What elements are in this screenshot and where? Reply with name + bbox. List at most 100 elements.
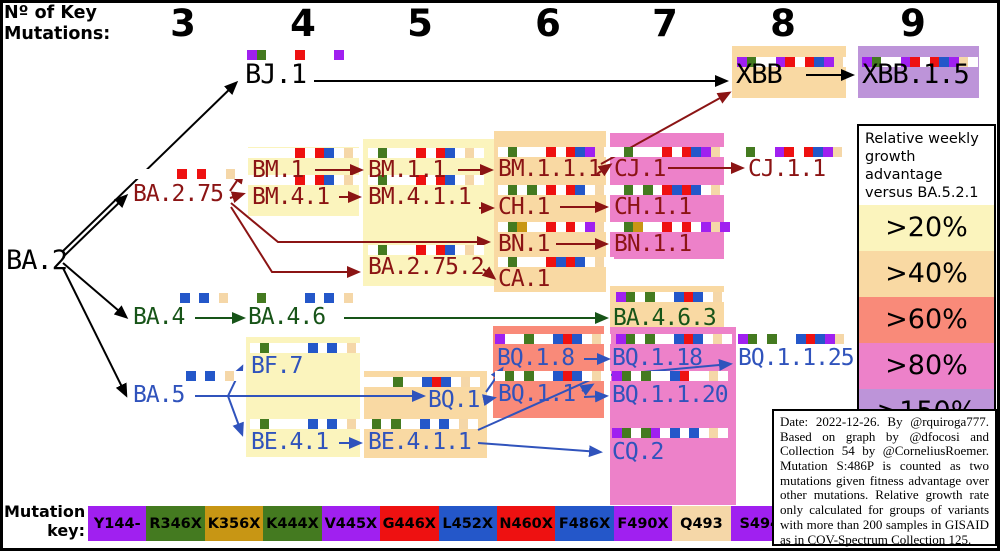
mutation-cell-BQ.1.1.25-12 [844, 334, 854, 344]
mutation-cell-BA.4.6.3-10 [703, 292, 713, 302]
mutation-cell-XBB.1.5-6 [910, 57, 921, 67]
mutation-cell-BA.4.6-1 [247, 293, 257, 303]
mutation-strip-CJ.1 [614, 147, 730, 157]
mutation-cell-BM.4.1-12 [353, 175, 363, 185]
mutation-cell-BM.1.1-8 [435, 148, 446, 158]
mutation-cell-BQ.1.8-7 [553, 334, 563, 344]
mutation-cell-BF.7-6 [298, 343, 308, 353]
mutation-strip-BA.4.6 [247, 293, 363, 303]
mutation-cell-XBB-11 [833, 57, 844, 67]
mutation-strip-BQ.1 [364, 377, 480, 387]
mutation-cell-BA.2.75-9 [206, 169, 216, 179]
mutation-cell-BA.2.75-11 [225, 169, 236, 179]
mutation-cell-BE.4.1-4 [279, 419, 289, 429]
column-header-8: 8 [770, 2, 796, 45]
arrow-black-2 [62, 262, 129, 319]
variant-label-BA.2.75.2: BA.2.75.2 [368, 254, 485, 280]
mutation-cell-BF.7-4 [279, 343, 289, 353]
mutation-cell-BQ.1.1-5 [534, 371, 544, 381]
mutation-strip-BF.7 [250, 343, 366, 353]
growth-box-pink-9 [610, 327, 736, 505]
mutation-cell-CJ.1-10 [701, 147, 711, 157]
mutation-strip-CH.1 [498, 185, 614, 195]
mutation-cell-BA.2.75-10 [216, 169, 226, 179]
mutation-strip-BJ.1 [247, 50, 363, 60]
mutation-cell-BM.4.1-10 [334, 175, 344, 185]
mutation-cell-BA.4-6 [170, 293, 180, 303]
mutation-cell-CH.1.1-4 [643, 185, 653, 195]
mutation-cell-BA.4.6-9 [324, 293, 335, 303]
mutation-cell-BA.4-10 [209, 293, 219, 303]
mutation-cell-BE.4.1-1 [250, 419, 260, 429]
variant-label-BQ.1.8: BQ.1.8 [497, 345, 575, 371]
mutation-cell-BQ.1.1-2 [504, 371, 515, 381]
mutation-cell-BQ.1.1.20-1 [612, 371, 622, 381]
variant-label-BQ.1: BQ.1 [428, 387, 480, 413]
mutation-cell-BN.1-10 [585, 222, 595, 232]
mutation-cell-BF.7-12 [356, 343, 366, 353]
mutation-cell-BM.1-12 [353, 148, 363, 158]
mutation-cell-BE.4.1.1-7 [420, 419, 430, 429]
mutation-cell-BA.5-4 [157, 371, 167, 381]
mutation-cell-CH.1.1-2 [623, 185, 634, 195]
mutation-cell-BA.2.75-5 [168, 169, 178, 179]
mutation-cell-BQ.1-12 [470, 377, 480, 387]
mutation-cell-BM.1.1.1-8 [565, 147, 576, 157]
variant-label-BQ.1.18: BQ.1.18 [612, 345, 703, 371]
mutation-cell-BN.1.1-2 [623, 222, 634, 232]
mutation-cell-BQ.1.1.20-5 [651, 371, 661, 381]
mutation-cell-XBB.1.5-2 [871, 57, 882, 67]
mutation-cell-CQ.2-1 [612, 428, 622, 438]
arrow-darkred-16 [481, 266, 497, 280]
mutation-cell-BQ.1.1.25-5 [777, 334, 787, 344]
mutation-cell-BA.5-10 [215, 371, 225, 381]
mutation-strip-BM.1 [247, 148, 363, 158]
variant-label-CH.1.1: CH.1.1 [614, 194, 692, 220]
mutation-cell-BA.4-3 [141, 293, 151, 303]
mutation-cell-BE.4.1.1-4 [391, 419, 401, 429]
mutation-cell-BE.4.1.1-2 [371, 419, 382, 429]
mutation-cell-CJ.1-11 [710, 147, 721, 157]
variant-label-BN.1: BN.1 [498, 231, 550, 257]
mutation-cell-BQ.1.1-12 [601, 371, 611, 381]
mutation-cell-XBB-9 [814, 57, 825, 67]
mutation-cell-BM.1.1.1-11 [594, 147, 605, 157]
mutation-strip-BM.1.1.1 [498, 147, 614, 157]
mutation-cell-BJ.1-8 [315, 50, 325, 60]
mutation-key-item-G446X: G446X [380, 506, 439, 541]
page-title-line2: Mutations: [4, 23, 111, 44]
mutation-cell-BQ.1.1.25-7 [796, 334, 806, 344]
mutation-cell-BA.2.75-2 [139, 169, 149, 179]
mutation-cell-BM.4.1-9 [324, 175, 335, 185]
legend-band-40: >40% [859, 250, 994, 297]
mutation-cell-BA.2.75.2-9 [445, 245, 456, 255]
column-header-5: 5 [407, 2, 433, 45]
mutation-cell-BN.1.1-6 [662, 222, 673, 232]
mutation-key-title-line2: key: [47, 521, 85, 541]
mutation-cell-BA.2.75-8 [196, 169, 207, 179]
mutation-cell-BN.1-2 [507, 222, 518, 232]
mutation-cell-BM.4.1.1-12 [474, 175, 484, 185]
mutation-cell-BQ.1.1-7 [553, 371, 563, 381]
variant-label-BN.1.1: BN.1.1 [614, 231, 692, 257]
mutation-cell-CH.1.1-7 [672, 185, 682, 195]
mutation-cell-BA.4.6-12 [353, 293, 363, 303]
mutation-cell-CJ.1-6 [662, 147, 673, 157]
mutation-cell-CQ.2-6 [660, 428, 670, 438]
mutation-cell-BF.7-7 [308, 343, 318, 353]
mutation-cell-CQ.2-2 [621, 428, 632, 438]
arrow-blue-27 [482, 394, 497, 407]
mutation-cell-BA.4.6-3 [266, 293, 276, 303]
legend-title-line1: Relative weekly [865, 131, 979, 147]
mutation-cell-BE.4.1.1-6 [410, 419, 420, 429]
mutation-strip-BE.4.1 [250, 419, 366, 429]
mutation-cell-BQ.1.18-4 [645, 334, 655, 344]
mutation-cell-BM.1.1.1-10 [585, 147, 595, 157]
mutation-cell-BA.4.6.3-8 [683, 292, 694, 302]
mutation-cell-BQ.1-9 [441, 377, 452, 387]
mutation-cell-CJ.1.1-6 [784, 147, 795, 157]
mutation-cell-BQ.1.1.20-4 [641, 371, 651, 381]
mutation-cell-CH.1.1-8 [681, 185, 692, 195]
arrow-blue-23 [227, 395, 244, 437]
